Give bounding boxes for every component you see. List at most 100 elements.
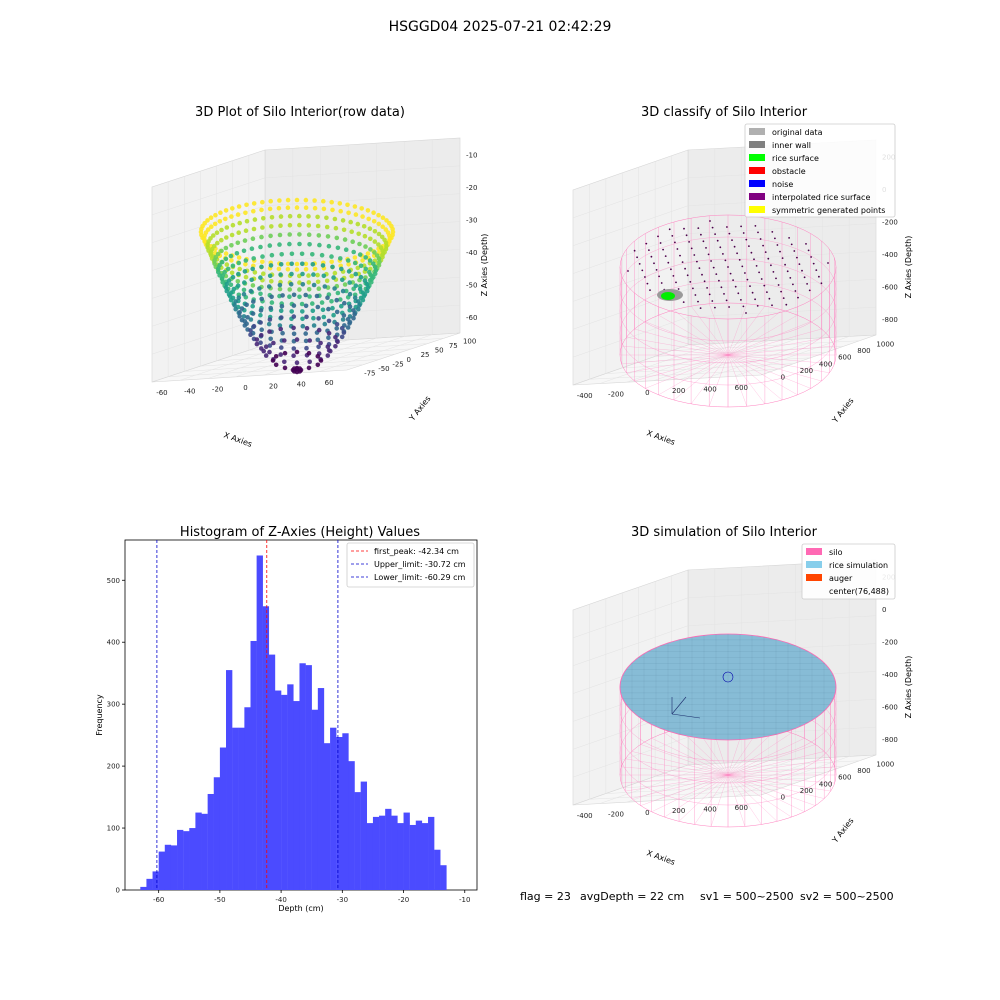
raw-point	[325, 353, 331, 358]
legend-label: symmetric generated points	[772, 206, 885, 215]
histogram-bar	[434, 849, 441, 890]
surface-point	[660, 282, 663, 284]
raw-point	[223, 256, 229, 262]
raw-point	[230, 206, 235, 211]
surface-point	[686, 274, 689, 277]
legend-classify: original data inner wall rice surface obsta…	[744, 123, 896, 218]
raw-point	[250, 303, 255, 309]
grid-line	[184, 359, 380, 372]
raw-point	[219, 237, 224, 243]
raw-point	[233, 306, 238, 312]
raw-point	[260, 225, 265, 230]
legend-swatch	[749, 154, 765, 161]
histogram-bar	[183, 831, 190, 890]
surface-point	[781, 257, 784, 259]
panel-histogram: Histogram of Z-Axies (Height) Values -60…	[95, 525, 478, 913]
raw-point	[312, 266, 318, 272]
raw-point	[376, 231, 382, 237]
raw-point	[258, 244, 263, 250]
raw-point	[254, 341, 260, 347]
raw-point	[316, 344, 321, 350]
raw-point	[297, 232, 302, 237]
raw-point	[333, 344, 338, 349]
y-tick-label: -25	[392, 360, 403, 368]
histogram-bar	[293, 701, 300, 890]
surface-point	[794, 290, 797, 292]
histogram-bar	[189, 828, 196, 890]
raw-point	[245, 315, 250, 320]
raw-point	[259, 264, 264, 270]
histogram-bar	[397, 823, 404, 890]
raw-point	[269, 215, 275, 220]
raw-point	[322, 284, 328, 289]
grid-line	[655, 346, 844, 357]
histogram-bar	[379, 815, 386, 890]
legend-label: center(76,488)	[829, 587, 889, 596]
z-tick-label: -10	[466, 151, 477, 159]
cylinder-spoke	[727, 732, 792, 776]
raw-point	[259, 332, 264, 338]
y-tick-label: 800	[857, 767, 870, 775]
x-tick-label: -400	[577, 812, 593, 820]
cylinder-spoke	[727, 354, 811, 389]
raw-point	[252, 270, 258, 275]
figure-title: HSGGD04 2025-07-21 02:42:29	[389, 19, 612, 35]
z-tick-label: -600	[882, 703, 898, 711]
raw-point	[249, 277, 254, 283]
raw-point	[311, 282, 317, 288]
legend-swatch	[749, 180, 765, 187]
surface-point	[771, 231, 774, 233]
raw-point	[259, 207, 264, 213]
histogram-bar	[238, 727, 245, 890]
raw-point	[248, 317, 254, 322]
surface-point	[685, 234, 688, 237]
grid-line	[638, 771, 827, 783]
raw-point	[322, 321, 328, 327]
raw-point	[300, 261, 305, 267]
raw-point	[289, 261, 295, 267]
raw-point	[217, 219, 223, 224]
grid-line	[605, 783, 794, 794]
grid-line	[680, 759, 796, 800]
surface-point	[763, 284, 766, 287]
surface-point	[711, 226, 714, 229]
histogram-bar	[428, 816, 435, 890]
cylinder-spoke	[727, 354, 835, 365]
raw-point	[222, 269, 227, 275]
raw-point	[341, 330, 347, 335]
raw-point	[342, 300, 347, 306]
histogram-bar	[177, 829, 184, 890]
raw-point	[277, 323, 283, 328]
panel-classify-3d: 3D classify of Silo Interior -400 -200 0 20…	[572, 105, 913, 447]
raw-point	[235, 279, 241, 284]
raw-point	[234, 251, 240, 256]
grid-line	[572, 233, 689, 274]
raw-point	[315, 279, 321, 285]
grid-line	[572, 205, 689, 246]
cylinder-spoke	[727, 321, 811, 356]
raw-point	[316, 286, 322, 292]
surface-point	[801, 269, 803, 272]
grid-line	[168, 364, 364, 377]
grid-line	[680, 339, 796, 380]
raw-point	[310, 252, 315, 257]
surface-point	[703, 280, 706, 283]
raw-point	[251, 201, 257, 206]
cylinder-spoke	[625, 758, 729, 776]
raw-point	[282, 359, 287, 365]
raw-point	[236, 271, 241, 277]
surface-point	[712, 266, 715, 269]
raw-point	[217, 263, 222, 268]
surface-point	[754, 225, 757, 227]
raw-point	[278, 214, 284, 219]
raw-point	[337, 201, 343, 206]
surface-point	[755, 265, 758, 267]
raw-point	[329, 259, 335, 265]
surface-point	[727, 266, 729, 268]
raw-point	[306, 365, 312, 371]
raw-point	[257, 286, 262, 291]
legend-swatch	[806, 574, 822, 581]
legend-label: rice simulation	[829, 561, 888, 570]
raw-point	[350, 239, 356, 244]
raw-point	[277, 282, 283, 288]
